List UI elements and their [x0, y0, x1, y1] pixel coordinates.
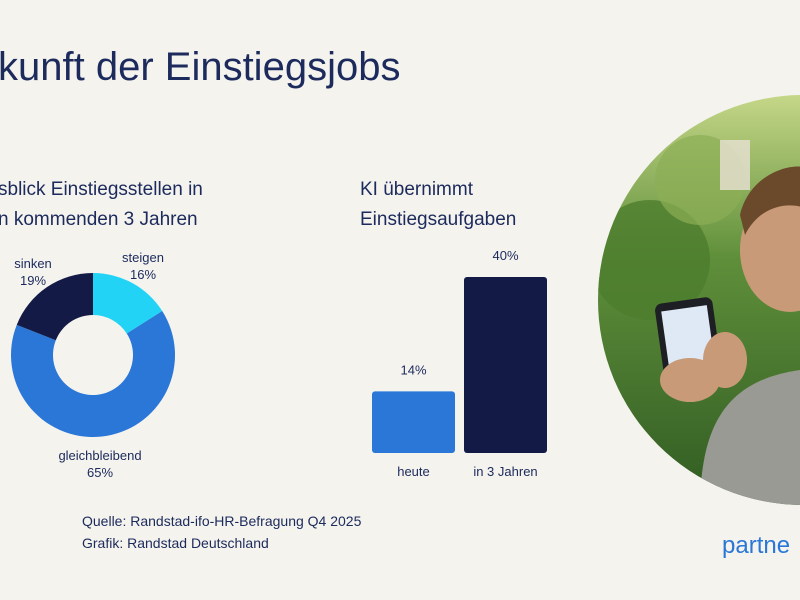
- slice-label: sinken: [14, 256, 52, 271]
- x-tick-label: in 3 Jahren: [473, 464, 537, 479]
- bar-title: KI übernimmt: [360, 179, 474, 200]
- donut-slice: [16, 273, 93, 341]
- source-text: Grafik: Randstad Deutschland: [82, 535, 269, 551]
- source-text: Quelle: Randstad-ifo-HR-Befragung Q4 202…: [82, 513, 362, 529]
- slice-label: steigen: [122, 250, 164, 265]
- bar-title: Einstiegsaufgaben: [360, 209, 516, 230]
- donut-title: sblick Einstiegsstellen in: [0, 179, 203, 200]
- donut-title: n kommenden 3 Jahren: [0, 209, 198, 230]
- logo: partne: [722, 532, 790, 559]
- x-tick-label: heute: [397, 464, 430, 479]
- slide-title: kunft der Einstiegsjobs: [0, 45, 400, 89]
- slice-value-label: 65%: [87, 465, 113, 480]
- bar: [464, 277, 547, 453]
- donut-slice: [11, 311, 175, 437]
- bar-value-label: 40%: [492, 248, 518, 263]
- donut-slice: [93, 273, 163, 334]
- bar: [372, 391, 455, 453]
- slice-value-label: 16%: [130, 267, 156, 282]
- slice-value-label: 19%: [20, 273, 46, 288]
- bar-value-label: 14%: [400, 362, 426, 377]
- slice-label: gleichbleibend: [58, 448, 141, 463]
